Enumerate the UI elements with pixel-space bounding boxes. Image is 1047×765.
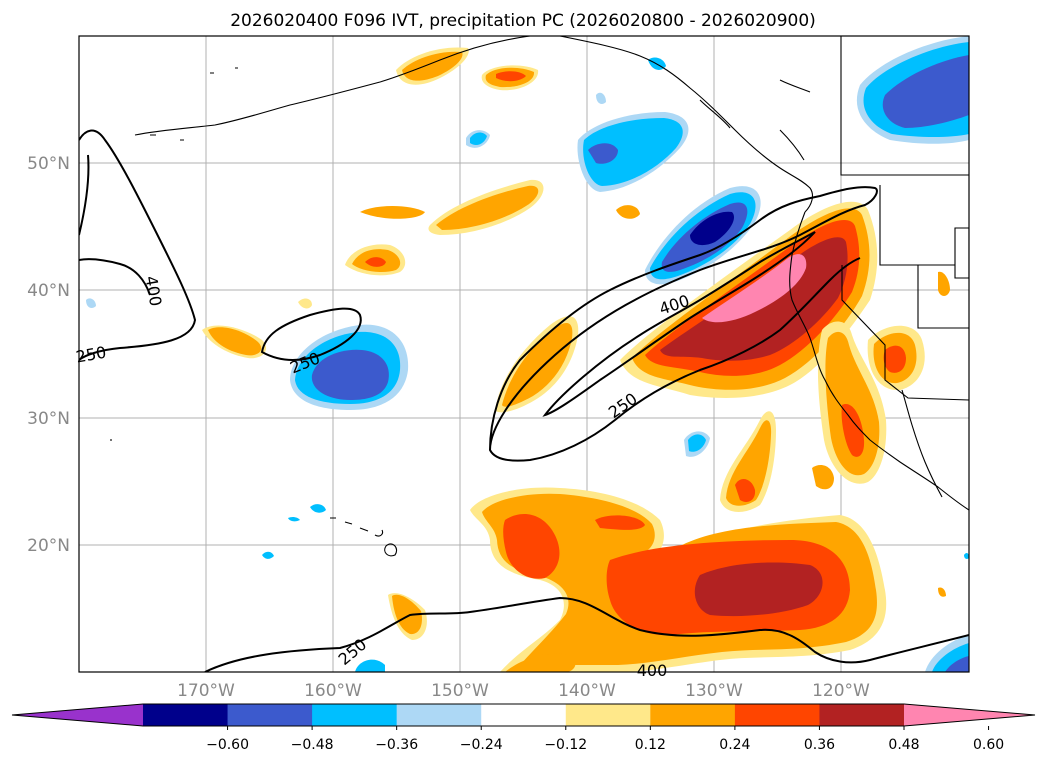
colorbar-tick-label: 0.24 — [719, 737, 750, 753]
colorbar-extend-right — [904, 704, 1035, 726]
precip-region-west-coast — [620, 201, 950, 484]
lon-label: 140°W — [558, 681, 616, 701]
colorbar-tick-label: 0.36 — [804, 737, 835, 753]
colorbar-segment — [650, 704, 736, 726]
lon-label: 170°W — [177, 681, 235, 701]
ivt-contours — [79, 129, 969, 672]
lon-label: 160°W — [304, 681, 362, 701]
latitude-labels: 50°N 40°N 30°N 20°N — [27, 154, 70, 556]
figure-title: 2026020400 F096 IVT, precipitation PC (2… — [230, 11, 816, 31]
colorbar-segment — [227, 704, 313, 726]
colorbar-tick-label: −0.36 — [375, 737, 418, 753]
colorbar-segment — [312, 704, 398, 726]
contour-label: 400 — [637, 661, 668, 680]
longitude-labels: 170°W 160°W 150°W 140°W 130°W 120°W — [177, 681, 870, 701]
colorbar-segment — [396, 704, 482, 726]
colorbar-tick-label: −0.24 — [460, 737, 503, 753]
lat-label: 30°N — [27, 409, 70, 429]
colorbar-outline — [11, 703, 1036, 727]
colorbar-tick-label: 0.12 — [635, 737, 666, 753]
lat-label: 50°N — [27, 154, 70, 174]
lat-label: 20°N — [27, 536, 70, 556]
colorbar-segment — [481, 704, 567, 726]
colorbar-tick-label: −0.60 — [206, 737, 249, 753]
lon-label: 130°W — [685, 681, 743, 701]
lat-label: 40°N — [27, 281, 70, 301]
colorbar-extend-left — [12, 704, 143, 726]
coastlines — [110, 36, 969, 557]
colorbar-segment — [143, 704, 229, 726]
lon-label: 120°W — [812, 681, 870, 701]
colorbar: −0.60 −0.48 −0.36 −0.24 −0.12 0.12 0.24 0.36 0.4… — [11, 703, 1036, 753]
map-layers — [79, 36, 969, 672]
lon-label: 150°W — [431, 681, 489, 701]
colorbar-segment — [734, 704, 820, 726]
colorbar-segment — [819, 704, 905, 726]
colorbar-tick-label: −0.12 — [544, 737, 587, 753]
precip-region-subtropical — [470, 487, 887, 672]
precip-region-negative — [86, 36, 969, 672]
colorbar-tick-label: 0.48 — [888, 737, 919, 753]
colorbar-segment — [565, 704, 651, 726]
colorbar-tick-label: 0.60 — [973, 737, 1004, 753]
map-frame — [78, 35, 970, 673]
colorbar-tick-label: −0.48 — [291, 737, 334, 753]
